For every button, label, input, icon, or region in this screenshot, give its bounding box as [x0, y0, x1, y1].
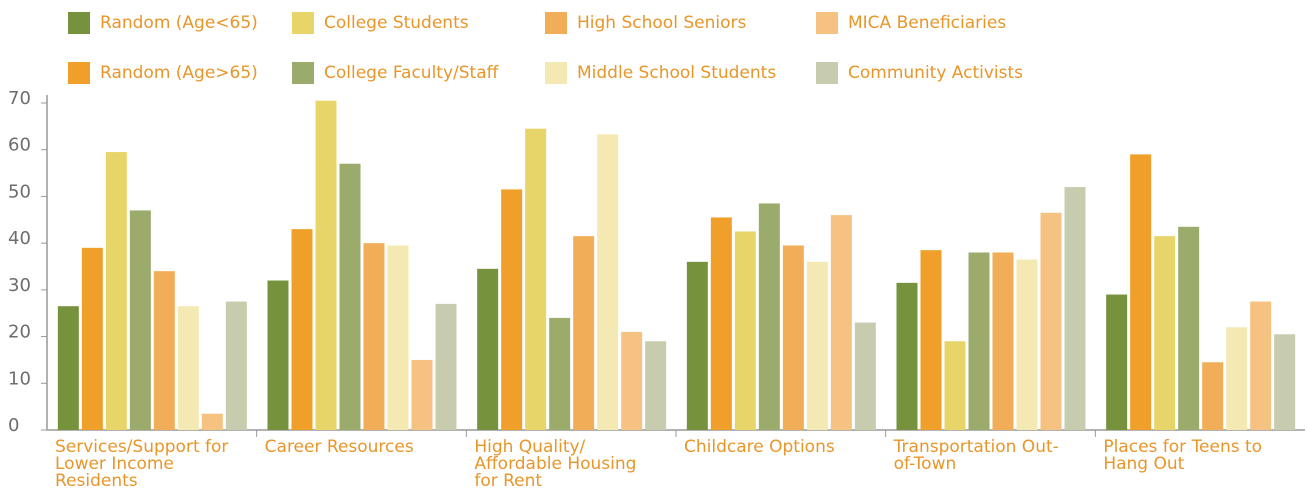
bar — [645, 341, 667, 430]
legend-item: Random (Age<65) — [68, 8, 292, 38]
bar — [1274, 334, 1296, 430]
bar — [1040, 212, 1062, 430]
y-tick-label: 10 — [8, 368, 31, 389]
bar — [944, 341, 966, 430]
legend-swatch — [68, 62, 90, 84]
bar — [1178, 226, 1200, 430]
legend-item: Community Activists — [816, 58, 1076, 88]
bar — [968, 252, 990, 430]
x-tick-label: Places for Teens to Hang Out — [1103, 437, 1263, 474]
bar — [105, 152, 127, 431]
bar — [1016, 259, 1038, 430]
bar — [806, 261, 828, 430]
bar — [734, 231, 756, 430]
x-tick-label: Career Resources — [264, 437, 414, 457]
bar — [1202, 362, 1224, 430]
x-tick-label: Childcare Options — [684, 437, 835, 457]
bar — [1064, 187, 1086, 430]
bar — [57, 306, 79, 430]
legend-label: College Students — [324, 13, 469, 33]
bar — [758, 203, 780, 430]
bar — [411, 359, 433, 430]
bar — [201, 413, 223, 430]
legend-swatch — [68, 12, 90, 34]
bar — [549, 317, 571, 430]
x-tick-label: High Quality/ Affordable Housing for Ren… — [474, 437, 637, 491]
bar — [992, 252, 1014, 430]
bar — [225, 301, 247, 430]
bar — [153, 271, 175, 430]
bar — [1226, 327, 1248, 430]
bar — [291, 229, 313, 430]
legend-swatch — [545, 12, 567, 34]
bar — [339, 163, 361, 430]
bar — [501, 189, 523, 430]
bar — [830, 215, 852, 430]
bar — [177, 306, 199, 430]
legend-label: Community Activists — [848, 63, 1024, 83]
bar — [920, 250, 942, 430]
y-tick-label: 70 — [8, 88, 31, 109]
bar — [710, 217, 732, 430]
bar — [315, 100, 337, 431]
legend: Random (Age<65) Random (Age>65) College St… — [68, 8, 1076, 108]
legend-swatch — [545, 62, 567, 84]
bar — [363, 243, 385, 430]
legend-item: College Students — [292, 8, 545, 38]
x-tick-label: Services/Support for Lower Income Reside… — [55, 437, 229, 491]
y-tick-label: 50 — [8, 181, 31, 202]
legend-label: Middle School Students — [577, 63, 777, 83]
legend-label: MICA Beneficiaries — [848, 13, 1007, 33]
y-tick-label: 60 — [8, 135, 31, 156]
bar — [782, 245, 804, 430]
bar — [686, 261, 708, 430]
legend-swatch — [816, 62, 838, 84]
legend-label: Random (Age>65) — [100, 63, 258, 83]
legend-item: MICA Beneficiaries — [816, 8, 1076, 38]
legend-item: Middle School Students — [545, 58, 816, 88]
bar — [1106, 294, 1128, 430]
legend-item: College Faculty/Staff — [292, 58, 545, 88]
legend-label: High School Seniors — [577, 13, 747, 33]
bar — [387, 245, 409, 430]
bar — [435, 303, 457, 430]
bar — [1250, 301, 1272, 430]
bar — [896, 282, 918, 430]
y-tick-label: 30 — [8, 275, 31, 296]
legend-swatch — [292, 12, 314, 34]
legend-item: Random (Age>65) — [68, 58, 292, 88]
bar — [129, 210, 151, 430]
legend-swatch — [816, 12, 838, 34]
bar — [621, 331, 643, 430]
legend-label: Random (Age<65) — [100, 13, 258, 33]
bar — [573, 236, 595, 430]
bar — [267, 280, 289, 430]
bar — [81, 247, 103, 430]
legend-label: College Faculty/Staff — [324, 63, 499, 83]
bar — [1154, 236, 1176, 430]
bar — [1130, 154, 1152, 430]
y-tick-label: 20 — [8, 322, 31, 343]
bar — [854, 322, 876, 430]
bar — [597, 134, 619, 430]
bar — [477, 268, 499, 430]
y-tick-label: 0 — [8, 415, 19, 436]
legend-item: High School Seniors — [545, 8, 816, 38]
legend-swatch — [292, 62, 314, 84]
y-tick-label: 40 — [8, 228, 31, 249]
bar — [525, 128, 547, 430]
x-tick-label: Transportation Out-of-Town — [893, 437, 1059, 474]
